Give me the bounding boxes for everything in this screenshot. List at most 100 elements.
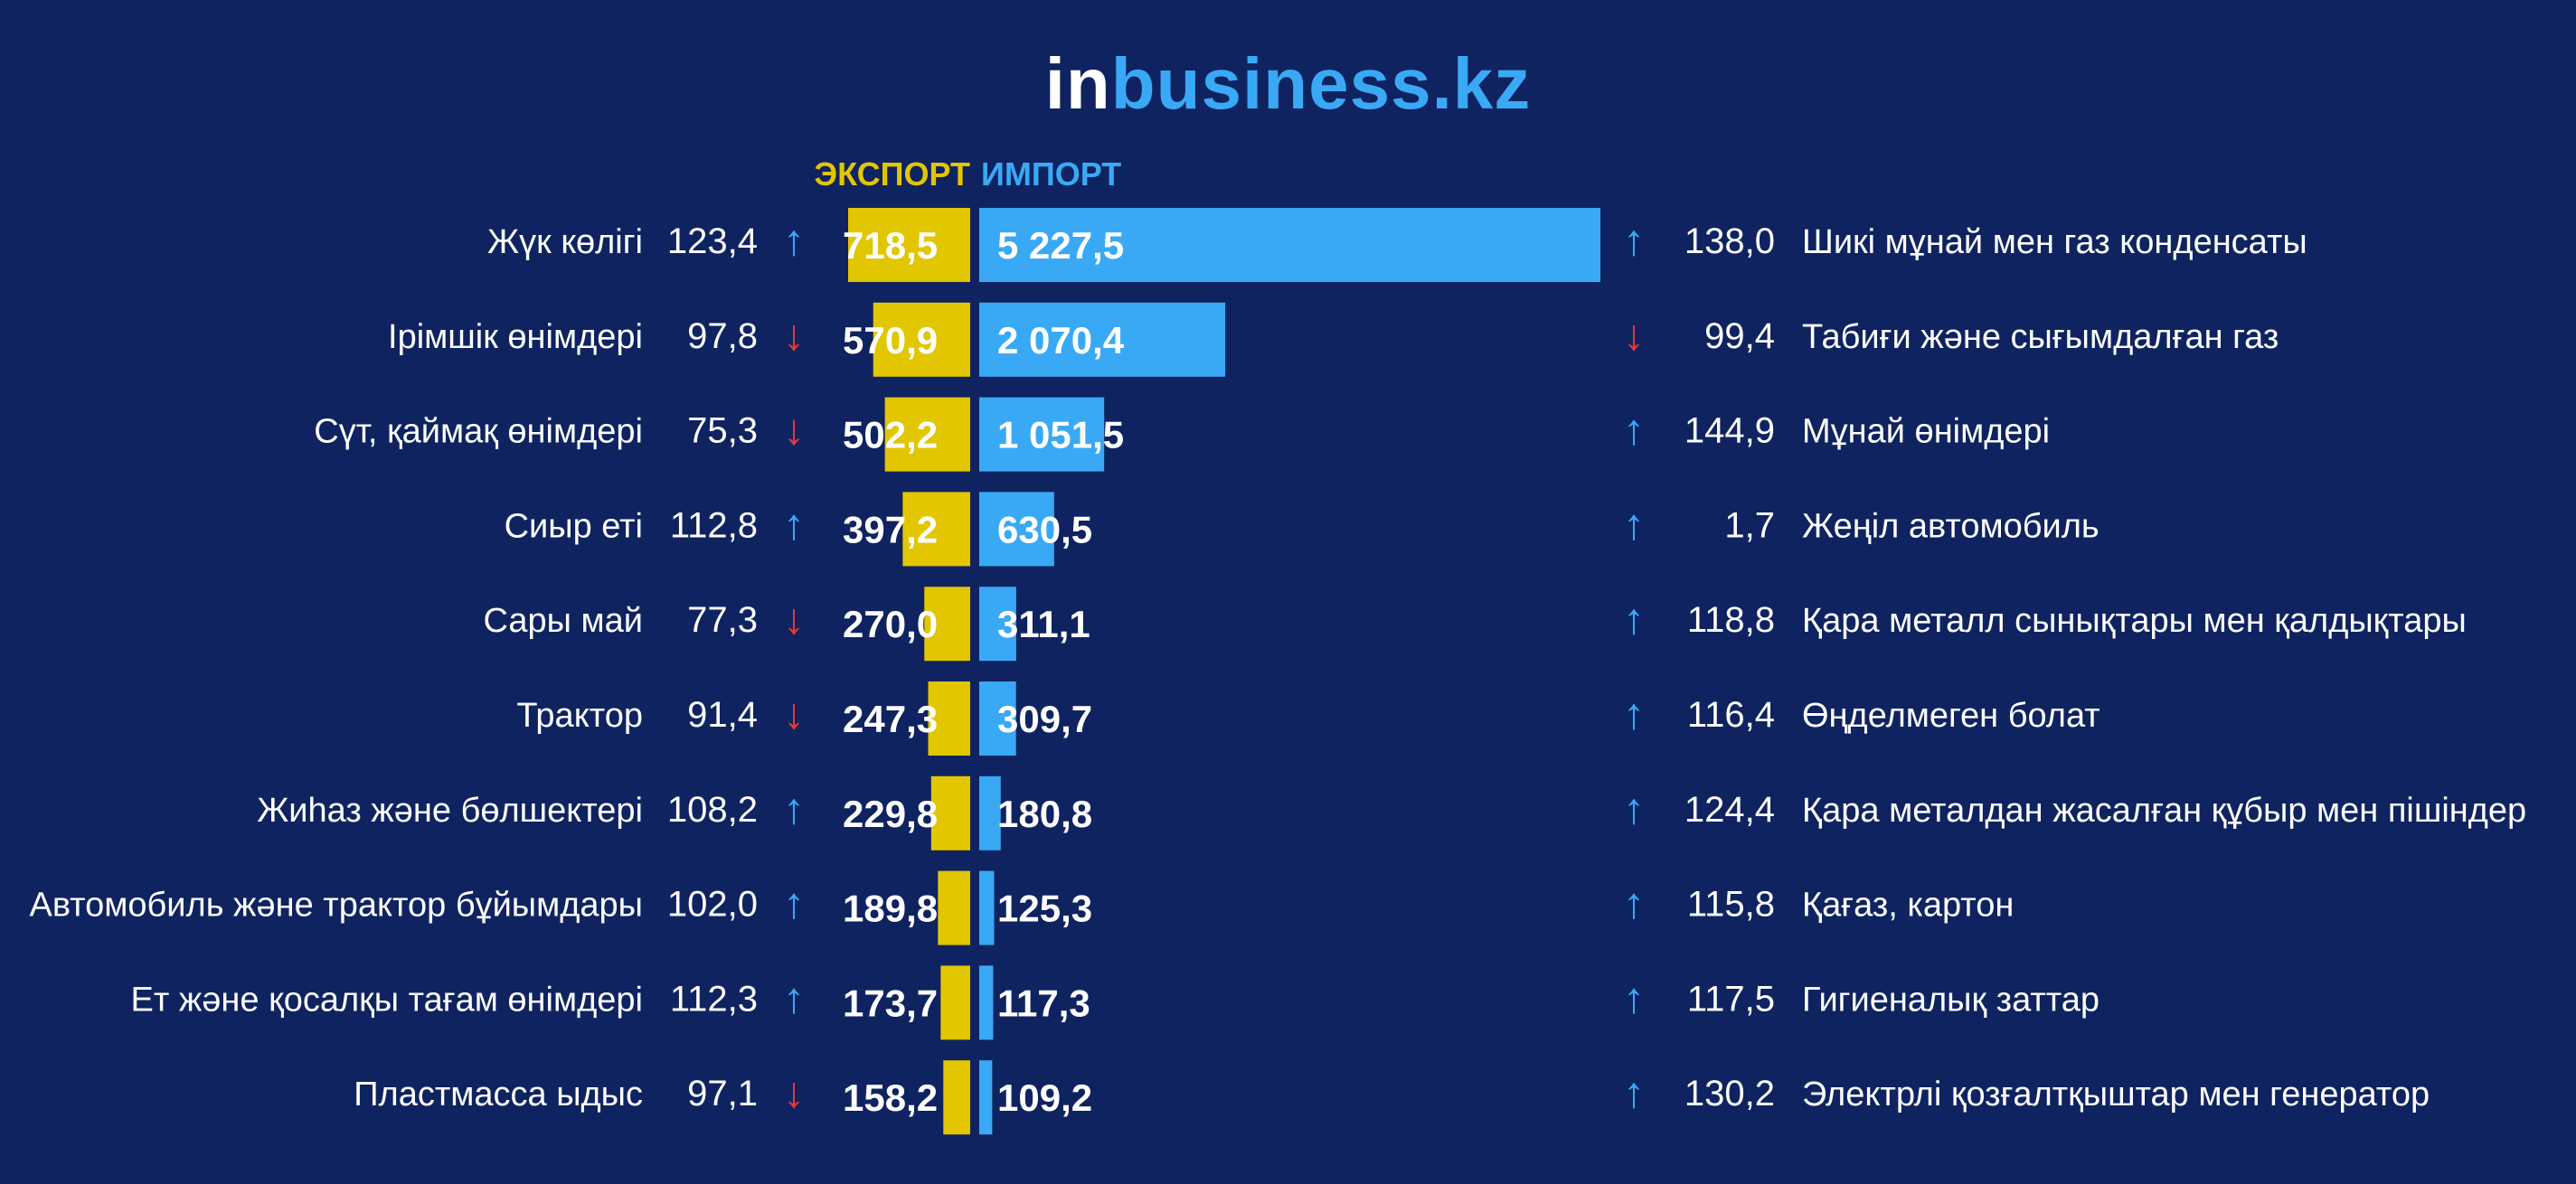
import-bar [979,492,1054,567]
export-bar-label: 247,3 [843,698,938,740]
export-change-value: 108,2 [667,790,758,830]
legend-import: ИМПОРТ [981,155,1121,193]
export-bar [873,302,970,377]
import-trend-arrow-icon: ↑ [1623,217,1645,265]
export-trend-arrow-icon: ↓ [783,691,805,738]
import-bar-label: 311,1 [997,603,1090,645]
export-change-value: 112,3 [670,979,758,1019]
export-trend-arrow-icon: ↑ [783,974,805,1022]
import-bar-label: 180,8 [997,793,1092,835]
export-change-value: 97,8 [687,316,758,356]
export-bar-label: 173,7 [843,982,938,1024]
export-bar-label: 718,5 [843,224,938,267]
import-category-label: Қара металл сынықтары мен қалдықтары [1802,602,2467,640]
export-change-value: 75,3 [687,411,758,451]
import-category-label: Қағаз, картон [1802,887,2014,925]
import-bar-label: 1 051,5 [997,414,1124,456]
export-bar-label: 397,2 [843,508,938,550]
export-change-value: 102,0 [667,885,758,925]
export-bar-label: 229,8 [843,793,938,835]
export-bar-label: 502,2 [843,414,938,456]
export-change-value: 91,4 [687,695,758,735]
import-change-value: 116,4 [1687,695,1775,735]
export-bar-label: 270,0 [843,603,938,645]
export-change-value: 97,1 [687,1074,758,1114]
import-bar [979,681,1016,756]
import-change-value: 115,8 [1687,885,1775,925]
export-bar-label: 158,2 [843,1076,938,1119]
import-bar [979,870,995,945]
import-bar-label: 5 227,5 [997,224,1124,267]
import-change-value: 118,8 [1687,600,1775,640]
export-bar [924,587,970,662]
import-bar [979,775,1001,850]
export-category-label: Сүт, қаймақ өнімдері [314,413,643,451]
import-bar-label: 109,2 [997,1076,1092,1119]
export-category-label: Ірімшік өнімдері [388,318,643,356]
import-bar-label: 117,3 [997,982,1090,1024]
export-trend-arrow-icon: ↑ [783,785,805,833]
export-bar [848,208,970,282]
export-category-label: Ет және қосалқы тағам өнімдері [131,981,643,1019]
import-bar-label: 630,5 [997,508,1092,550]
import-category-label: Жеңіл автомобиль [1802,507,2099,545]
export-trend-arrow-icon: ↓ [783,407,805,455]
import-trend-arrow-icon: ↑ [1623,785,1645,833]
export-trend-arrow-icon: ↓ [783,1069,805,1117]
export-trend-arrow-icon: ↑ [783,880,805,928]
import-bar [979,208,1600,282]
export-trend-arrow-icon: ↓ [783,596,805,644]
import-change-value: 99,4 [1704,316,1775,356]
import-trend-arrow-icon: ↑ [1623,880,1645,928]
export-category-label: Автомобиль және трактор бұйымдары [29,887,643,925]
logo-part-business: business.kz [1110,43,1532,124]
export-bar-label: 189,8 [843,888,938,930]
import-trend-arrow-icon: ↑ [1623,1069,1645,1117]
import-trend-arrow-icon: ↑ [1623,501,1645,549]
export-category-label: Пластмасса ыдыс [354,1076,643,1114]
import-category-label: Электрлі қозғалтқыштар мен генератор [1802,1076,2430,1114]
chart-rows: 718,5 5 227,5 Жүк көлігі 123,4 ↑ ↑ 138,0 Шикі м… [29,208,2526,1135]
import-change-value: 130,2 [1684,1074,1775,1114]
export-category-label: Жиһаз және бөлшектері [257,792,643,830]
import-change-value: 138,0 [1684,221,1775,261]
export-category-label: Жүк көлігі [487,223,643,261]
export-trend-arrow-icon: ↑ [783,501,805,549]
export-bar [930,775,970,850]
export-bar [938,870,970,945]
export-category-label: Трактор [516,697,643,735]
export-bar [943,1060,970,1135]
export-change-value: 77,3 [687,600,758,640]
legend-export: ЭКСПОРТ [814,155,970,193]
export-change-value: 112,8 [670,505,758,545]
export-bar [940,965,970,1040]
import-category-label: Өңделмеген болат [1802,697,2100,735]
export-category-label: Сары май [484,602,644,640]
import-bar [979,397,1105,472]
import-trend-arrow-icon: ↑ [1623,596,1645,644]
import-trend-arrow-icon: ↑ [1623,407,1645,455]
import-bar [979,587,1016,662]
export-bar [884,397,970,472]
import-trend-arrow-icon: ↑ [1623,691,1645,738]
import-category-label: Қара металдан жасалған құбыр мен пішінде… [1802,792,2526,830]
import-change-value: 117,5 [1687,979,1775,1019]
import-bar-label: 125,3 [997,888,1092,930]
export-trend-arrow-icon: ↑ [783,217,805,265]
import-bar-label: 309,7 [997,698,1092,740]
export-bar-label: 570,9 [843,319,938,362]
import-trend-arrow-icon: ↑ [1623,974,1645,1022]
logo-part-in: in [1044,43,1111,124]
import-category-label: Табиғи және сығымдалған газ [1802,318,2279,356]
import-bar [979,1060,993,1135]
export-bar [902,492,970,567]
import-change-value: 124,4 [1684,790,1775,830]
export-category-label: Сиыр еті [505,507,643,545]
import-bar [979,302,1226,377]
export-change-value: 123,4 [667,221,758,261]
export-trend-arrow-icon: ↓ [783,312,805,360]
import-category-label: Шикі мұнай мен газ конденсаты [1802,223,2307,261]
import-bar-label: 2 070,4 [997,319,1125,362]
import-change-value: 1,7 [1724,505,1775,545]
